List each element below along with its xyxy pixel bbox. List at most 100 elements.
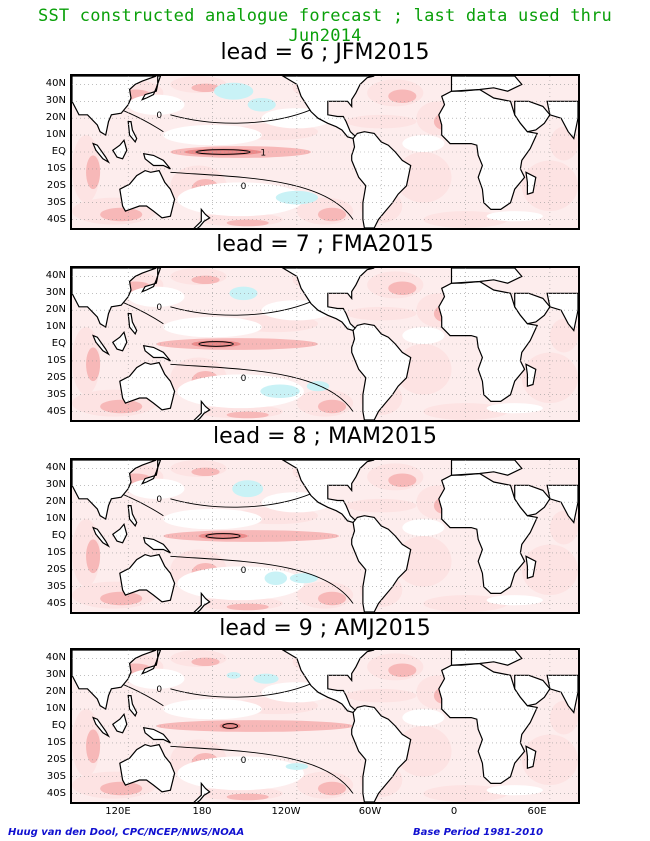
- south-america-landmass: [351, 705, 412, 802]
- warm-anomaly-patch: [86, 347, 101, 382]
- australia-landmass: [119, 553, 176, 603]
- panel-title-lead-9: lead = 9 ; AMJ2015: [219, 616, 431, 641]
- contour-label: 0: [156, 303, 162, 313]
- neutral-anomaly-patch: [402, 519, 445, 536]
- new-zealand-landmass: [193, 207, 211, 228]
- cool-anomaly-patch: [275, 190, 318, 205]
- asia-landmass: [72, 268, 157, 329]
- cool-anomaly-patch: [247, 97, 276, 112]
- warm-anomaly-patch: [423, 595, 508, 612]
- zero-contour-line: [170, 363, 354, 412]
- north-america-landmass: [281, 268, 375, 332]
- warm-anomaly-patch: [346, 498, 417, 513]
- south-america-landmass: [351, 515, 412, 612]
- lon-label-0: 0: [450, 806, 458, 817]
- cool-anomaly-patch: [232, 480, 264, 498]
- lat-label: 20S: [46, 180, 66, 191]
- japan-landmass: [140, 76, 162, 101]
- sst-map-svg: 00: [72, 268, 578, 420]
- lat-label: EQ: [51, 720, 66, 731]
- warm-anomaly-patch: [423, 211, 508, 228]
- sumatra-landmass: [92, 142, 111, 164]
- warm-anomaly-patch: [521, 352, 578, 404]
- warm-anomaly-patch: [317, 781, 347, 796]
- madagascar-landmass: [525, 363, 537, 388]
- lat-label: 30S: [46, 197, 66, 208]
- contour-label: 0: [241, 182, 247, 192]
- australia-landmass: [119, 169, 176, 219]
- warm-anomaly-patch: [388, 89, 417, 104]
- zero-contour-line: [170, 555, 354, 604]
- warm-anomaly-patch: [100, 781, 143, 796]
- cool-anomaly-patch: [289, 573, 318, 584]
- europe-landmass: [450, 650, 523, 666]
- lat-label: 40S: [46, 214, 66, 225]
- cool-anomaly-patch: [229, 286, 258, 301]
- contour-label: 0: [241, 756, 247, 766]
- lon-label-60e: 60E: [527, 806, 547, 817]
- lat-label: 10S: [46, 547, 66, 558]
- neutral-anomaly-patch: [486, 403, 543, 414]
- warm-anomaly-patch: [100, 591, 143, 606]
- lat-label: 40N: [45, 78, 66, 89]
- warm-anomaly-patch: [388, 281, 417, 296]
- asia-landmass-west: [546, 484, 578, 524]
- africa-landmass: [438, 662, 539, 784]
- new-guinea-landmass: [142, 726, 171, 744]
- lat-label: 10N: [45, 129, 66, 140]
- arabia-landmass: [514, 292, 551, 325]
- europe-landmass: [450, 76, 523, 92]
- warm-anomaly-patch: [388, 663, 417, 678]
- asia-landmass: [72, 650, 157, 711]
- warm-anomaly-patch: [226, 411, 269, 419]
- new-guinea-landmass: [142, 152, 171, 170]
- panel-title-lead-8: lead = 8 ; MAM2015: [213, 424, 437, 449]
- lat-label: EQ: [51, 146, 66, 157]
- warm-anomaly-patch: [317, 207, 347, 222]
- africa-landmass: [438, 472, 539, 594]
- zero-contour-line: [170, 171, 354, 220]
- cool-anomaly-patch: [213, 82, 254, 100]
- new-zealand-landmass: [193, 399, 211, 420]
- lat-label: 40N: [45, 652, 66, 663]
- arabia-landmass: [514, 100, 551, 133]
- warm-anomaly-patch: [346, 114, 417, 129]
- europe-landmass: [450, 460, 523, 476]
- neutral-anomaly-patch: [486, 785, 543, 796]
- sumatra-landmass: [92, 526, 111, 548]
- lat-label: 20N: [45, 112, 66, 123]
- africa-landmass: [438, 280, 539, 402]
- warm-anomaly-patch: [226, 603, 269, 611]
- warm-anomaly-patch: [423, 785, 508, 802]
- lon-label-120e: 120E: [105, 806, 131, 817]
- warm-anomaly-patch: [86, 155, 101, 190]
- warm-anomaly-patch: [100, 207, 143, 222]
- lat-label: 10S: [46, 163, 66, 174]
- warm-anomaly-patch: [388, 473, 417, 488]
- contour-label: 0: [241, 566, 247, 576]
- warm-anomaly-patch: [86, 729, 101, 764]
- lat-label: 30S: [46, 771, 66, 782]
- asia-landmass-west: [546, 674, 578, 714]
- lat-label: 10N: [45, 513, 66, 524]
- warm-anomaly-patch: [191, 275, 220, 285]
- lat-label: 40S: [46, 788, 66, 799]
- neutral-anomaly-patch: [486, 595, 543, 606]
- neutral-anomaly-patch: [402, 709, 445, 726]
- south-america-landmass: [351, 131, 412, 228]
- warm-anomaly-patch: [100, 399, 143, 414]
- north-america-landmass: [281, 650, 375, 714]
- neutral-anomaly-patch: [177, 756, 304, 791]
- australia-landmass: [119, 361, 176, 411]
- philippines-landmass: [127, 504, 138, 528]
- sst-map-svg: 00: [72, 460, 578, 612]
- warm-anomaly-patch: [191, 467, 220, 477]
- lat-label: 20S: [46, 754, 66, 765]
- lat-label: 20S: [46, 372, 66, 383]
- warm-anomaly-patch: [521, 544, 578, 596]
- lat-label: 20S: [46, 564, 66, 575]
- africa-landmass: [438, 88, 539, 210]
- cool-anomaly-patch: [253, 673, 279, 684]
